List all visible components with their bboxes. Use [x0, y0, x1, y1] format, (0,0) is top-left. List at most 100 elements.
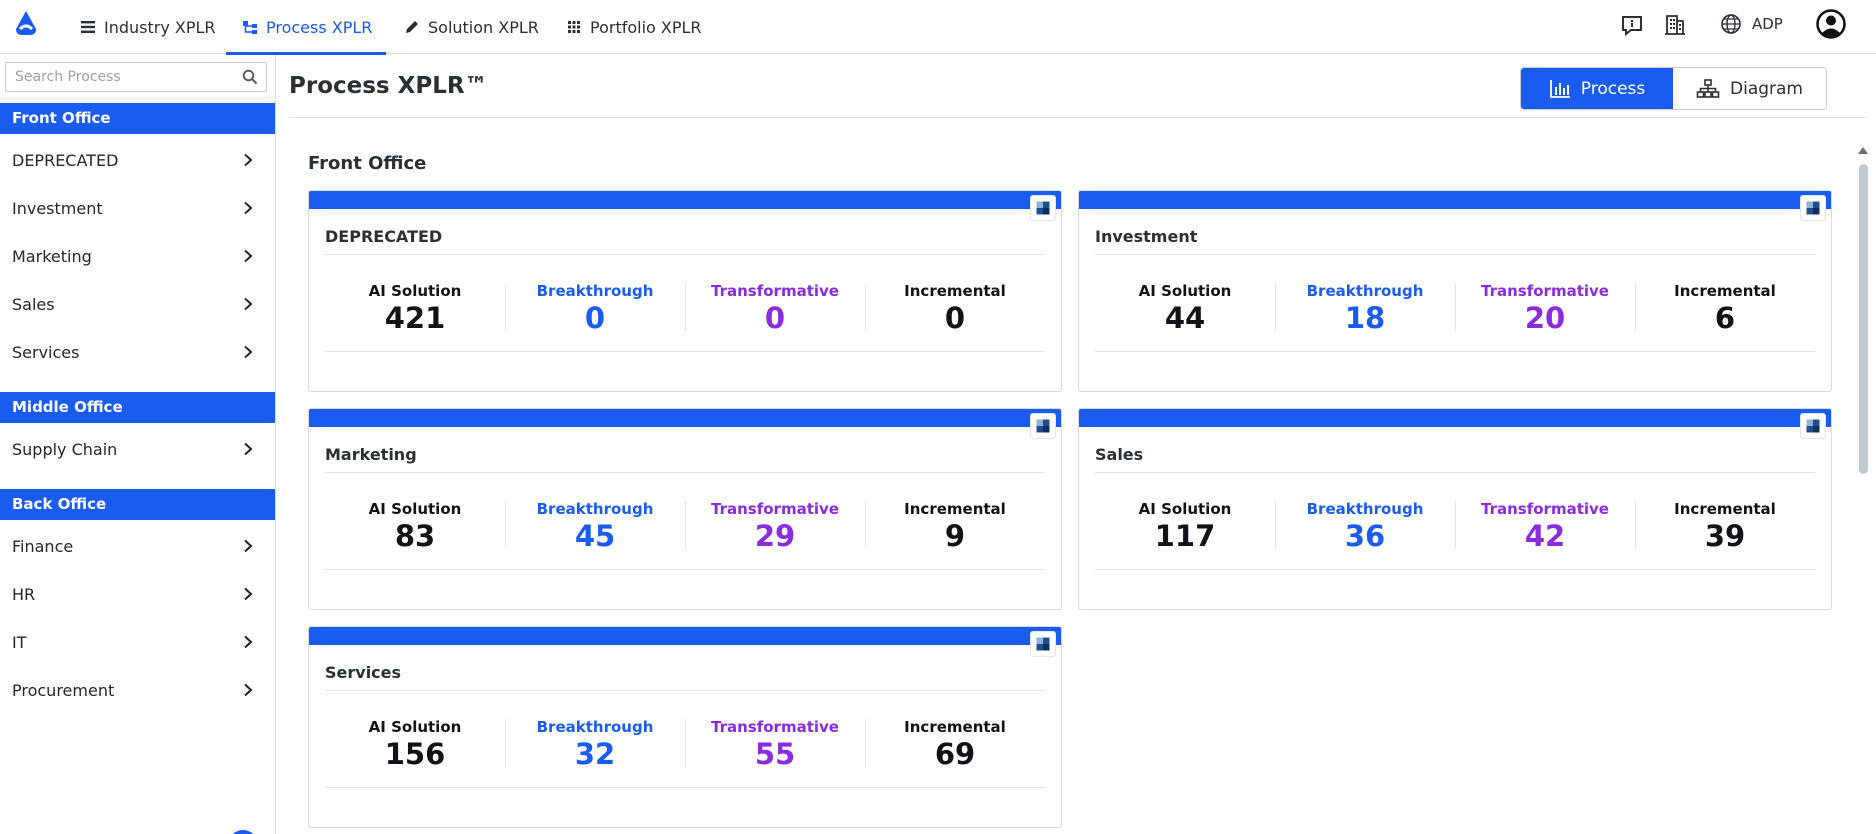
- stat-breakthrough: Breakthrough 45: [505, 499, 685, 554]
- card-stats: AI Solution 421 Breakthrough 0 Transform…: [325, 281, 1045, 336]
- card-divider: [1095, 472, 1815, 473]
- process-card-icon[interactable]: [1030, 195, 1056, 221]
- diagram-view-button[interactable]: Diagram: [1673, 68, 1826, 109]
- bar-chart-icon: [1549, 79, 1570, 98]
- globe-icon: [1721, 14, 1741, 34]
- stat-value: 18: [1344, 301, 1386, 335]
- process-card-icon[interactable]: [1800, 195, 1826, 221]
- process-card-icon[interactable]: [1030, 413, 1056, 439]
- nav-tab-industry-xplr[interactable]: Industry XPLR: [80, 0, 216, 54]
- building-icon[interactable]: [1662, 12, 1688, 38]
- nav-tab-solution-xplr[interactable]: Solution XPLR: [404, 0, 539, 54]
- card-divider: [1095, 254, 1815, 255]
- card-header-bar: [1079, 409, 1831, 427]
- search-box: [5, 62, 267, 92]
- stat-value: 36: [1344, 519, 1386, 553]
- process-card-deprecated[interactable]: DEPRECATED AI Solution 421 Breakthrough …: [308, 190, 1062, 392]
- stat-value: 9: [944, 519, 966, 553]
- card-divider: [325, 690, 1045, 691]
- process-icon: [243, 21, 257, 34]
- sidebar-item-procurement[interactable]: Procurement: [0, 670, 275, 710]
- sidebar-item-marketing[interactable]: Marketing: [0, 236, 275, 276]
- app-logo-icon[interactable]: [12, 9, 40, 37]
- stat-value: 44: [1164, 301, 1206, 335]
- scrollbar-thumb[interactable]: [1859, 164, 1868, 474]
- stat-label: Incremental: [904, 282, 1006, 300]
- sidebar-section-front-office: Front Office: [0, 103, 275, 134]
- process-card-services[interactable]: Services AI Solution 156 Breakthrough 32…: [308, 626, 1062, 828]
- card-divider: [325, 569, 1045, 570]
- sidebar-item-label: IT: [12, 632, 27, 652]
- card-title: DEPRECATED: [325, 227, 443, 246]
- stat-label: Breakthrough: [1306, 500, 1424, 518]
- card-stats: AI Solution 83 Breakthrough 45 Transform…: [325, 499, 1045, 554]
- nav-tab-process-xplr[interactable]: Process XPLR: [226, 0, 386, 55]
- search-icon[interactable]: [242, 69, 258, 85]
- stat-ai-solution: AI Solution 421: [325, 281, 505, 336]
- sidebar-item-label: Sales: [12, 294, 55, 314]
- card-divider: [1095, 351, 1815, 352]
- stat-label: AI Solution: [368, 282, 462, 300]
- chevron-right-icon: [244, 683, 253, 697]
- stat-breakthrough: Breakthrough 36: [1275, 499, 1455, 554]
- sidebar-item-deprecated[interactable]: DEPRECATED: [0, 140, 275, 180]
- process-view-label: Process: [1580, 78, 1646, 99]
- stat-value: 0: [944, 301, 966, 335]
- process-card-icon[interactable]: [1030, 631, 1056, 657]
- stat-label: Incremental: [904, 500, 1006, 518]
- nav-tab-portfolio-xplr[interactable]: Portfolio XPLR: [566, 0, 702, 54]
- card-divider: [325, 787, 1045, 788]
- sidebar-item-it[interactable]: IT: [0, 622, 275, 662]
- nav-tab-label: Solution XPLR: [428, 17, 539, 37]
- vertical-scrollbar[interactable]: [1856, 147, 1870, 834]
- stat-label: Transformative: [711, 282, 839, 300]
- sidebar-item-supply-chain[interactable]: Supply Chain: [0, 429, 275, 469]
- user-avatar-icon[interactable]: [1816, 9, 1846, 39]
- sidebar-item-label: HR: [12, 584, 36, 604]
- stat-label: Transformative: [711, 500, 839, 518]
- stat-breakthrough: Breakthrough 18: [1275, 281, 1455, 336]
- sidebar-item-hr[interactable]: HR: [0, 574, 275, 614]
- card-stats: AI Solution 117 Breakthrough 36 Transfor…: [1095, 499, 1815, 554]
- language-selector[interactable]: ADP: [1720, 0, 1783, 48]
- search-process-input[interactable]: [6, 63, 226, 91]
- help-button[interactable]: [228, 830, 258, 834]
- stat-value: 0: [764, 301, 786, 335]
- chevron-right-icon: [244, 249, 253, 263]
- stat-value: 20: [1524, 301, 1566, 335]
- stat-label: Incremental: [1674, 282, 1776, 300]
- process-view-button[interactable]: Process: [1521, 68, 1673, 109]
- sidebar-item-investment[interactable]: Investment: [0, 188, 275, 228]
- main-content: Process XPLR™ Process D: [277, 55, 1876, 834]
- stat-value: 39: [1704, 519, 1746, 553]
- sidebar-section-back-office: Back Office: [0, 489, 275, 520]
- top-navigation: Industry XPLR Process XPLR Solution XPLR…: [0, 0, 1876, 55]
- sidebar-item-services[interactable]: Services: [0, 332, 275, 372]
- language-label: ADP: [1752, 15, 1783, 33]
- card-title: Investment: [1095, 227, 1198, 246]
- stat-value: 29: [754, 519, 796, 553]
- stat-label: Breakthrough: [536, 718, 654, 736]
- chevron-right-icon: [244, 539, 253, 553]
- stat-transformative: Transformative 42: [1455, 499, 1635, 554]
- card-divider: [325, 254, 1045, 255]
- sidebar-item-label: Finance: [12, 536, 74, 556]
- sidebar-item-sales[interactable]: Sales: [0, 284, 275, 324]
- stat-value: 32: [574, 737, 616, 771]
- card-divider: [1095, 569, 1815, 570]
- process-card-marketing[interactable]: Marketing AI Solution 83 Breakthrough 45…: [308, 408, 1062, 610]
- nav-tab-label: Process XPLR: [266, 17, 373, 37]
- scroll-up-arrow-icon[interactable]: [1858, 147, 1868, 154]
- process-card-icon[interactable]: [1800, 413, 1826, 439]
- stat-label: AI Solution: [368, 718, 462, 736]
- sidebar-item-finance[interactable]: Finance: [0, 526, 275, 566]
- sidebar-item-label: Investment: [12, 198, 103, 218]
- card-header-bar: [309, 191, 1061, 209]
- card-divider: [325, 351, 1045, 352]
- card-title: Marketing: [325, 445, 417, 464]
- card-header-bar: [309, 627, 1061, 645]
- stat-incremental: Incremental 0: [865, 281, 1045, 336]
- process-card-investment[interactable]: Investment AI Solution 44 Breakthrough 1…: [1078, 190, 1832, 392]
- process-card-sales[interactable]: Sales AI Solution 117 Breakthrough 36 Tr…: [1078, 408, 1832, 610]
- feedback-chat-icon[interactable]: [1619, 12, 1645, 38]
